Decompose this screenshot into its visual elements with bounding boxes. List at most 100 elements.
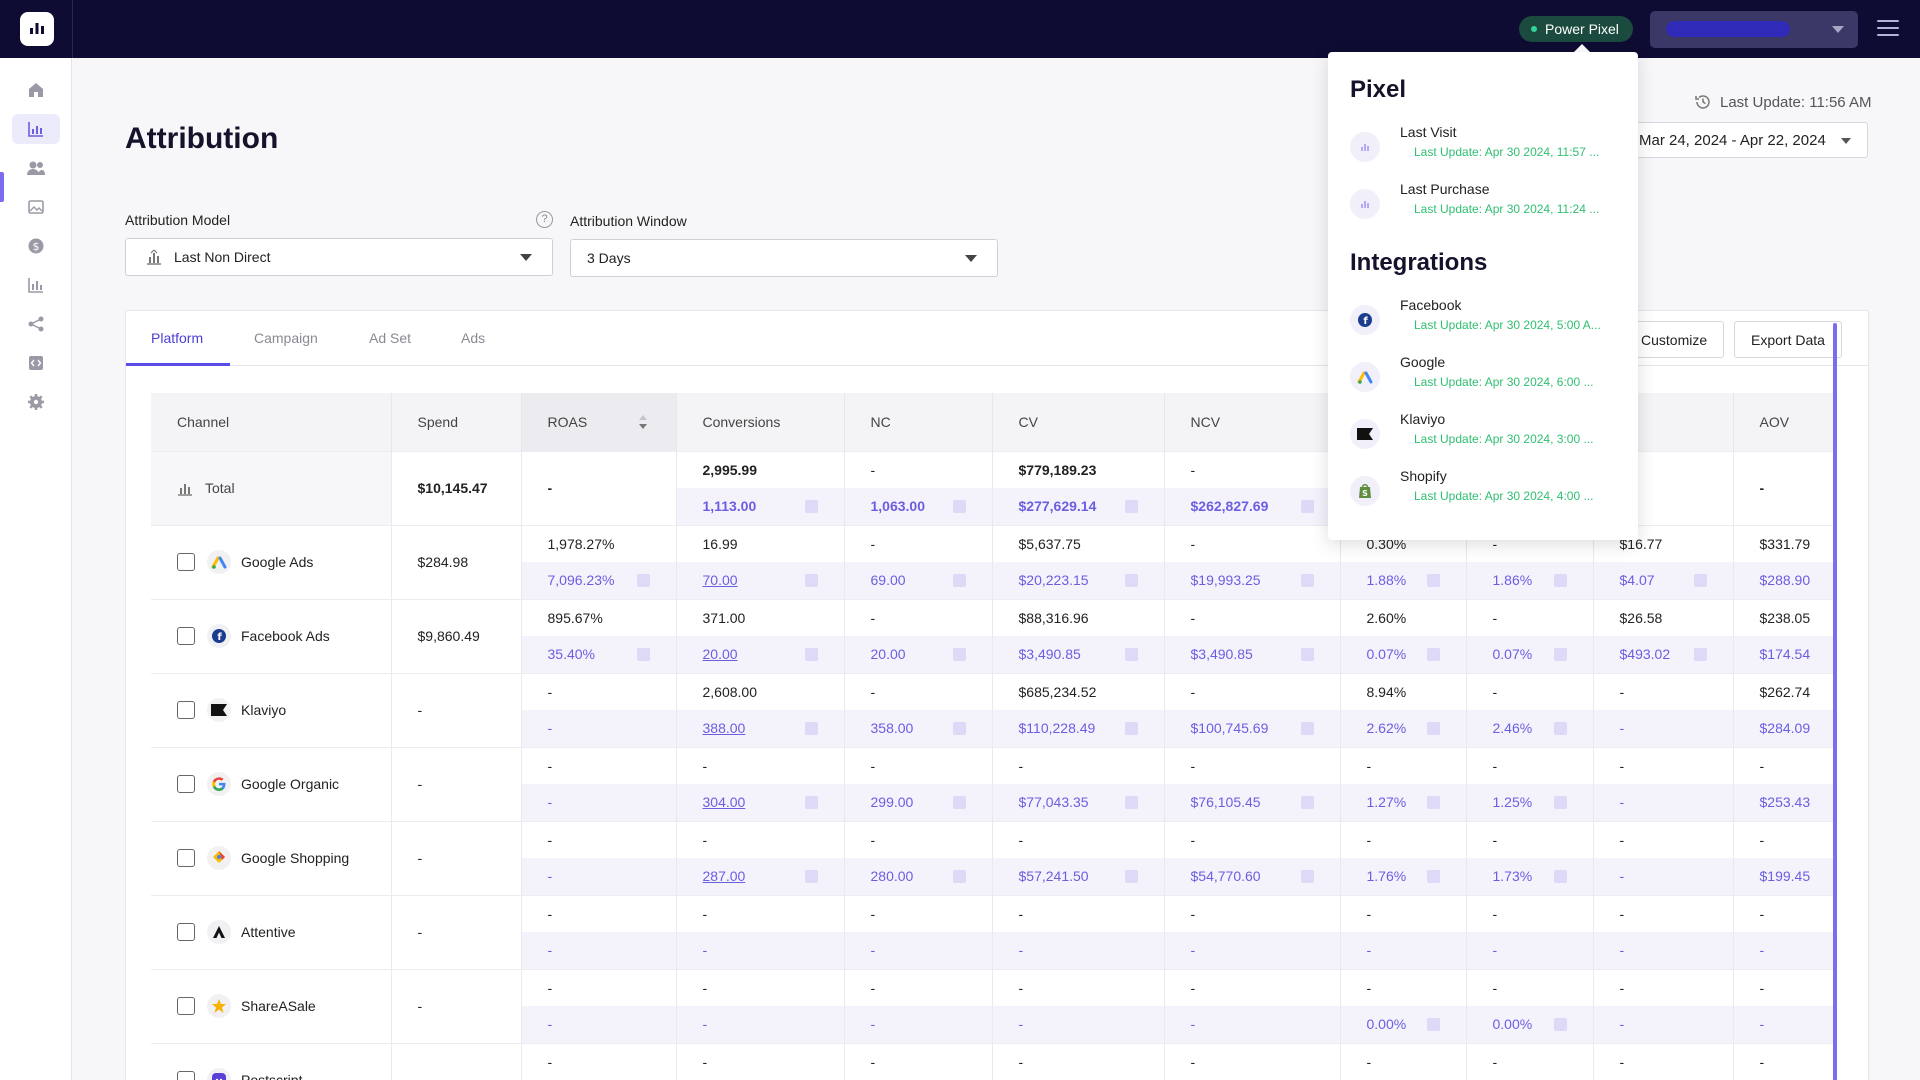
conversions-model-cell: 304.00 (676, 784, 845, 821)
metric-info-icon[interactable] (1300, 870, 1314, 883)
metric-info-icon[interactable] (1300, 722, 1314, 735)
power-pixel-badge[interactable]: Power Pixel (1519, 16, 1633, 42)
metric-info-icon[interactable] (952, 500, 966, 513)
metric-info-icon[interactable] (1300, 796, 1314, 809)
metric-info-icon[interactable] (952, 870, 966, 883)
metric-info-icon[interactable] (636, 574, 650, 587)
col-header-ncv[interactable]: NCV (1164, 393, 1341, 451)
col-header-aov[interactable]: AOV (1733, 393, 1835, 451)
metric-info-icon[interactable] (952, 796, 966, 809)
dollar-icon[interactable]: $ (12, 231, 60, 261)
tab-ad-set[interactable]: Ad Set (369, 330, 412, 346)
metric-info-icon[interactable] (952, 574, 966, 587)
app-logo[interactable] (20, 12, 54, 46)
row-checkbox[interactable] (177, 701, 195, 719)
metric-info-icon[interactable] (1124, 500, 1138, 513)
metric-info-icon[interactable] (1300, 500, 1314, 513)
popover-item-last-visit[interactable]: Last Visit Last Update: Apr 30 2024, 11:5… (1350, 124, 1620, 168)
metric-info-icon[interactable] (1553, 870, 1567, 883)
metric-info-icon[interactable] (1553, 648, 1567, 661)
metric-info-icon[interactable] (1426, 648, 1440, 661)
image-icon[interactable] (12, 192, 60, 222)
row-checkbox[interactable] (177, 775, 195, 793)
metric-info-icon[interactable] (952, 648, 966, 661)
metric-info-icon[interactable] (804, 870, 818, 883)
row-checkbox[interactable] (177, 849, 195, 867)
ncv-cell: - (1164, 968, 1341, 1006)
export-data-button[interactable]: Export Data (1734, 321, 1842, 358)
metric-info-icon[interactable] (1553, 796, 1567, 809)
metric-info-icon[interactable] (1426, 722, 1440, 735)
share-icon[interactable] (12, 309, 60, 339)
col-header-spend[interactable]: Spend (391, 393, 522, 451)
metric-info-icon[interactable] (1124, 796, 1138, 809)
metric-info-icon[interactable] (1426, 1018, 1440, 1031)
metric-info-icon[interactable] (1124, 648, 1138, 661)
scrollbar[interactable] (1833, 323, 1837, 1080)
metric-info-icon[interactable] (1124, 722, 1138, 735)
home-icon[interactable] (12, 75, 60, 105)
col-header-channel[interactable]: Channel (151, 393, 392, 451)
code-icon[interactable] (12, 348, 60, 378)
row-checkbox[interactable] (177, 923, 195, 941)
row-checkbox[interactable] (177, 627, 195, 645)
metric-info-icon[interactable] (1426, 796, 1440, 809)
conversions-model-link[interactable]: 70.00 (702, 572, 738, 589)
reports-icon[interactable] (12, 270, 60, 300)
metric-info-icon[interactable] (1300, 574, 1314, 587)
metric-info-icon[interactable] (1553, 574, 1567, 587)
tab-platform[interactable]: Platform (151, 330, 204, 346)
conversions-model-link[interactable]: 388.00 (702, 720, 746, 737)
date-range-picker[interactable]: Mar 24, 2024 - Apr 22, 2024 (1630, 122, 1868, 158)
row-checkbox[interactable] (177, 997, 195, 1015)
metric-info-icon[interactable] (1300, 648, 1314, 661)
row-checkbox[interactable] (177, 553, 195, 571)
nc-cell: - (844, 820, 993, 858)
customize-button[interactable]: Customize (1624, 321, 1725, 358)
roas-model-cell: 7,096.23% (521, 562, 677, 599)
metric-info-icon[interactable] (1124, 870, 1138, 883)
col-header-roas[interactable]: ROAS (521, 393, 677, 451)
popover-item-google[interactable]: Google Last Update: Apr 30 2024, 6:00 ... (1350, 354, 1620, 398)
conversions-model-link[interactable]: 287.00 (702, 868, 746, 885)
metric-info-icon[interactable] (1426, 870, 1440, 883)
popover-item-last-purchase[interactable]: Last Purchase Last Update: Apr 30 2024, 1… (1350, 181, 1620, 225)
help-icon[interactable]: ? (536, 211, 553, 228)
account-selector[interactable] (1650, 11, 1858, 48)
metric-info-icon[interactable] (1693, 648, 1707, 661)
nc-cell: - (844, 1042, 993, 1080)
analytics-icon[interactable] (12, 114, 60, 144)
metric-info-icon[interactable] (1426, 574, 1440, 587)
tab-ads[interactable]: Ads (461, 330, 486, 346)
total-label: Total (205, 479, 235, 496)
metric-info-icon[interactable] (636, 648, 650, 661)
col8-cell: - (1466, 598, 1594, 636)
metric-info-icon[interactable] (804, 796, 818, 809)
metric-info-icon[interactable] (1553, 722, 1567, 735)
attribution-window-select[interactable]: 3 Days (570, 239, 998, 277)
total-ncv: - (1164, 450, 1341, 488)
metric-info-icon[interactable] (1693, 574, 1707, 587)
conversions-model-link[interactable]: 304.00 (702, 794, 746, 811)
metric-info-icon[interactable] (1553, 1018, 1567, 1031)
settings-gear-icon[interactable] (12, 387, 60, 417)
spend-cell: $284.98 (391, 524, 522, 599)
tab-campaign[interactable]: Campaign (254, 330, 318, 346)
metric-info-icon[interactable] (804, 500, 818, 513)
metric-info-icon[interactable] (804, 574, 818, 587)
metric-info-icon[interactable] (952, 722, 966, 735)
col-header-nc[interactable]: NC (844, 393, 993, 451)
col-header-cv[interactable]: CV (992, 393, 1165, 451)
metric-info-icon[interactable] (804, 648, 818, 661)
users-icon[interactable] (12, 153, 60, 183)
row-checkbox[interactable] (177, 1071, 195, 1080)
metric-info-icon[interactable] (804, 722, 818, 735)
col-header-conversions[interactable]: Conversions (676, 393, 845, 451)
popover-item-facebook[interactable]: f Facebook Last Update: Apr 30 2024, 5:00 … (1350, 297, 1620, 341)
popover-item-klaviyo[interactable]: Klaviyo Last Update: Apr 30 2024, 3:00 ..… (1350, 411, 1620, 455)
conversions-model-link[interactable]: 20.00 (702, 646, 738, 663)
popover-item-shopify[interactable]: S Shopify Last Update: Apr 30 2024, 4:00 .… (1350, 468, 1620, 512)
hamburger-menu-icon[interactable] (1877, 20, 1899, 38)
attribution-model-select[interactable]: Last Non Direct (125, 238, 553, 276)
metric-info-icon[interactable] (1124, 574, 1138, 587)
